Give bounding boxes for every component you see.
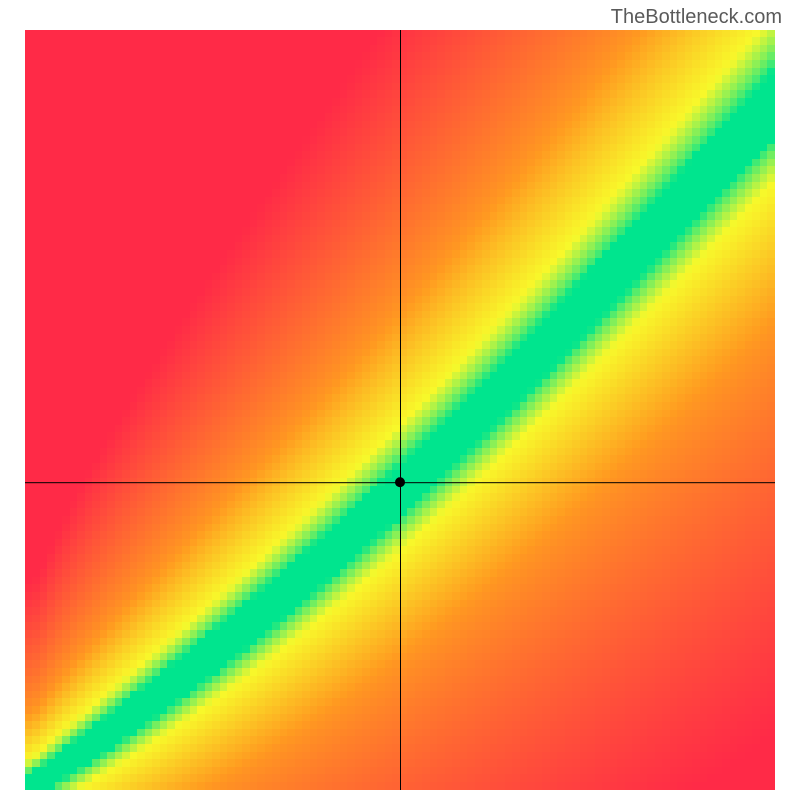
watermark-text: TheBottleneck.com — [611, 6, 782, 29]
heatmap-chart — [25, 30, 775, 790]
heatmap-canvas — [25, 30, 775, 790]
